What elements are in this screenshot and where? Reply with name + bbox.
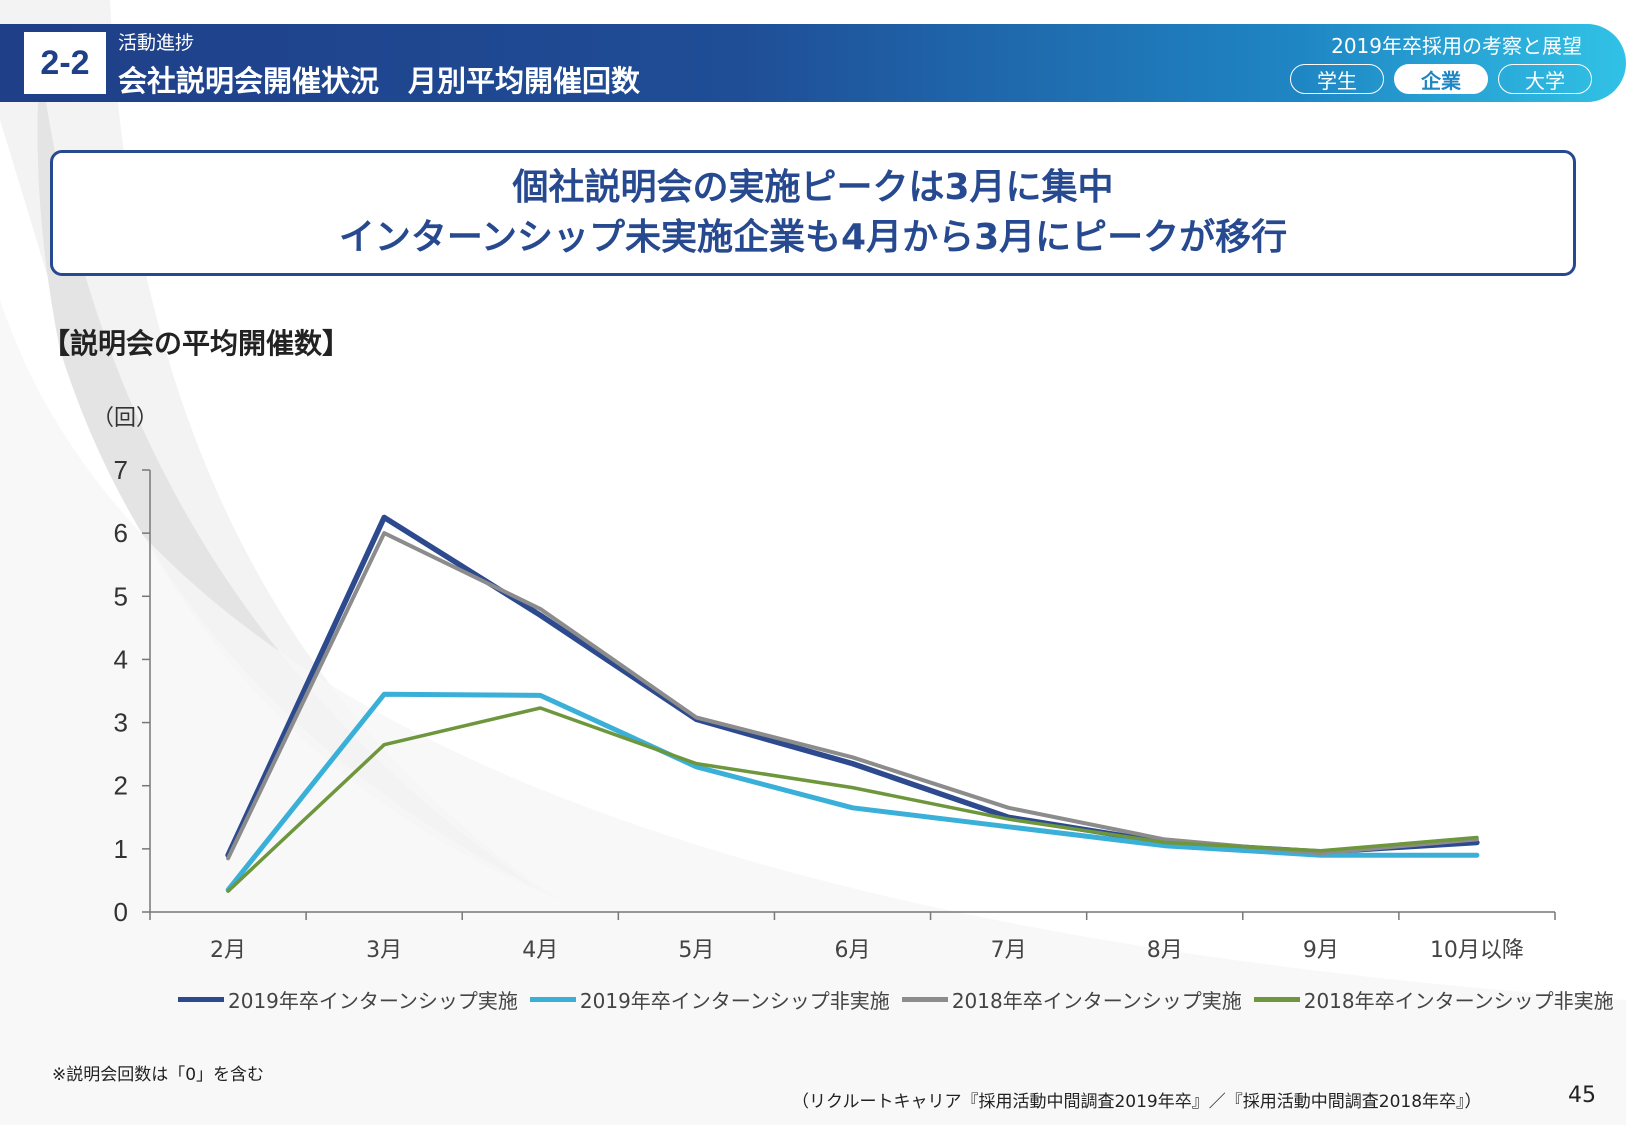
x-tick-label: 4月 xyxy=(522,938,558,963)
audience-tabs: 学生 企業 大学 xyxy=(1290,64,1592,94)
legend-label: 2019年卒インターンシップ実施 xyxy=(228,989,518,1013)
y-tick-label: 2 xyxy=(114,771,128,801)
y-tick-label: 1 xyxy=(114,834,128,864)
y-tick-label: 3 xyxy=(114,708,128,738)
legend-swatch xyxy=(901,997,948,1002)
footnote: ※説明会回数は「0」を含む xyxy=(52,1065,265,1085)
y-tick-label: 5 xyxy=(114,581,128,611)
legend-item: 2018年卒インターンシップ非実施 xyxy=(1253,985,1614,1014)
x-tick-label: 9月 xyxy=(1303,938,1339,963)
section-number-badge: 2-2 xyxy=(24,32,106,94)
x-tick-label: 7月 xyxy=(991,938,1027,963)
y-axis-ticks: 0 1 2 3 4 5 6 7 xyxy=(114,455,150,927)
legend-swatch xyxy=(529,997,576,1002)
legend-item: 2018年卒インターンシップ実施 xyxy=(901,985,1242,1014)
x-tick-label: 5月 xyxy=(678,938,714,963)
legend-label: 2018年卒インターンシップ実施 xyxy=(951,989,1242,1013)
x-tick-label: 6月 xyxy=(835,938,871,963)
legend-label: 2018年卒インターンシップ非実施 xyxy=(1303,989,1614,1013)
legend-item: 2019年卒インターンシップ実施 xyxy=(178,985,518,1014)
series-line-2 xyxy=(225,691,1480,893)
report-title: 2019年卒採用の考察と展望 xyxy=(1331,34,1582,58)
tab-companies[interactable]: 企業 xyxy=(1394,64,1488,94)
chart-legend: 2019年卒インターンシップ実施 2019年卒インターンシップ非実施 2018年… xyxy=(178,985,1616,1014)
headline-box: 個社説明会の実施ピークは3月に集中 インターンシップ未実施企業も4月から3月にピ… xyxy=(50,150,1576,276)
legend-swatch xyxy=(178,997,224,1002)
x-axis-ticks: 2月 3月 4月 5月 6月 7月 8月 9月 10月以降 xyxy=(149,912,1556,963)
series-line-1 xyxy=(225,514,1480,858)
x-tick-label: 8月 xyxy=(1147,938,1183,963)
tab-students[interactable]: 学生 xyxy=(1290,64,1384,94)
legend-item: 2019年卒インターンシップ非実施 xyxy=(529,985,890,1014)
header-band xyxy=(0,24,1626,102)
x-tick-label: 3月 xyxy=(366,938,402,963)
x-tick-label: 10月以降 xyxy=(1430,938,1524,963)
chart-heading: 【説明会の平均開催数】 xyxy=(42,327,351,360)
legend-swatch xyxy=(1253,997,1300,1002)
x-tick-label: 2月 xyxy=(210,938,246,963)
series-line-4 xyxy=(226,706,1479,893)
y-tick-label: 7 xyxy=(114,455,128,485)
source-citation: （リクルートキャリア『採用活動中間調査2019年卒』／『採用活動中間調査2018… xyxy=(792,1092,1482,1112)
y-tick-label: 0 xyxy=(114,897,128,927)
series-lines xyxy=(225,514,1480,893)
headline-line-2: インターンシップ未実施企業も4月から3月にピークが移行 xyxy=(338,217,1288,258)
headline-line-1: 個社説明会の実施ピークは3月に集中 xyxy=(512,167,1114,208)
section-subtitle: 活動進捗 xyxy=(118,32,195,54)
y-tick-label: 4 xyxy=(114,644,128,674)
y-axis-unit-label: （回） xyxy=(92,406,158,431)
page-title: 会社説明会開催状況 月別平均開催回数 xyxy=(118,64,641,98)
y-tick-label: 6 xyxy=(114,518,128,548)
page-number: 45 xyxy=(1568,1083,1596,1108)
tab-universities[interactable]: 大学 xyxy=(1498,64,1592,94)
legend-label: 2019年卒インターンシップ非実施 xyxy=(579,989,890,1013)
